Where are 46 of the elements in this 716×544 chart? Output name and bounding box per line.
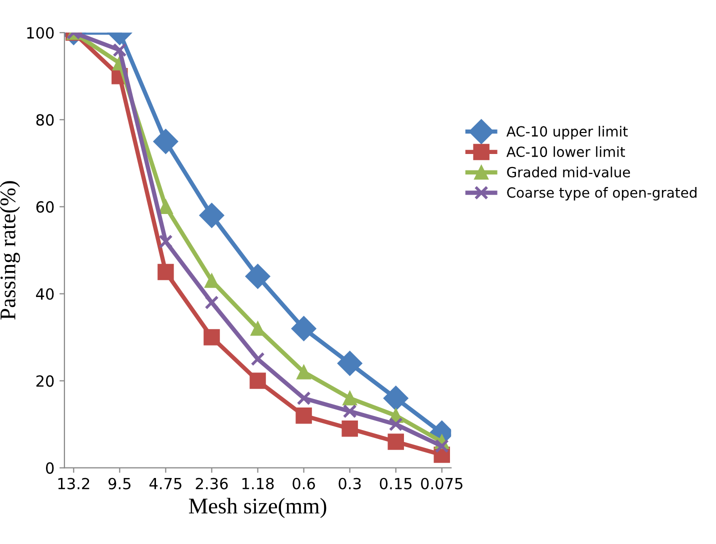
x-tick-label: 2.36 — [196, 478, 228, 490]
point — [153, 128, 178, 154]
point — [342, 390, 358, 406]
legend-label: AC-10 lower limit — [506, 146, 625, 158]
point — [158, 264, 174, 280]
x-tick-label: 1.18 — [242, 478, 274, 490]
y-tick-label: 40 — [36, 288, 54, 300]
y-tick-label: 0 — [46, 462, 54, 474]
point — [204, 273, 219, 288]
legend-label: Coarse type of open-grated — [507, 187, 696, 200]
x-axis-title: Mesh size(mm) — [188, 498, 326, 518]
legend-label: AC-10 upper limit — [506, 126, 628, 140]
x-tick-label: 0.075 — [421, 478, 462, 490]
point — [296, 364, 312, 380]
point — [158, 199, 173, 214]
point — [112, 43, 127, 58]
point — [434, 439, 449, 454]
y-tick-label: 80 — [36, 114, 54, 126]
point — [342, 404, 357, 418]
point — [245, 264, 270, 289]
x-tick-label: 0.3 — [338, 478, 361, 490]
point — [388, 417, 403, 432]
point — [250, 352, 265, 366]
x-tick-label: 9.5 — [108, 478, 130, 490]
point — [388, 434, 404, 450]
point — [291, 316, 316, 342]
x-tick-label: 0.15 — [380, 478, 412, 490]
point — [337, 350, 362, 376]
x-tick-label: 0.6 — [292, 478, 315, 490]
x-tick-label: 4.75 — [149, 478, 182, 490]
point — [296, 391, 311, 406]
point — [250, 372, 266, 389]
point — [296, 407, 312, 424]
point — [204, 329, 220, 346]
y-axis-title: Passing rate(%) — [0, 181, 20, 320]
legend-label: Graded mid-value — [507, 166, 630, 178]
y-tick-label: 100 — [27, 27, 54, 39]
point — [204, 295, 219, 310]
point — [342, 420, 358, 437]
y-tick-label: 20 — [36, 375, 54, 387]
point — [250, 321, 265, 336]
y-tick-label: 60 — [36, 201, 54, 213]
point — [383, 386, 408, 411]
x-tick-label: 13.2 — [58, 478, 90, 490]
point — [199, 202, 224, 228]
point — [158, 234, 173, 249]
